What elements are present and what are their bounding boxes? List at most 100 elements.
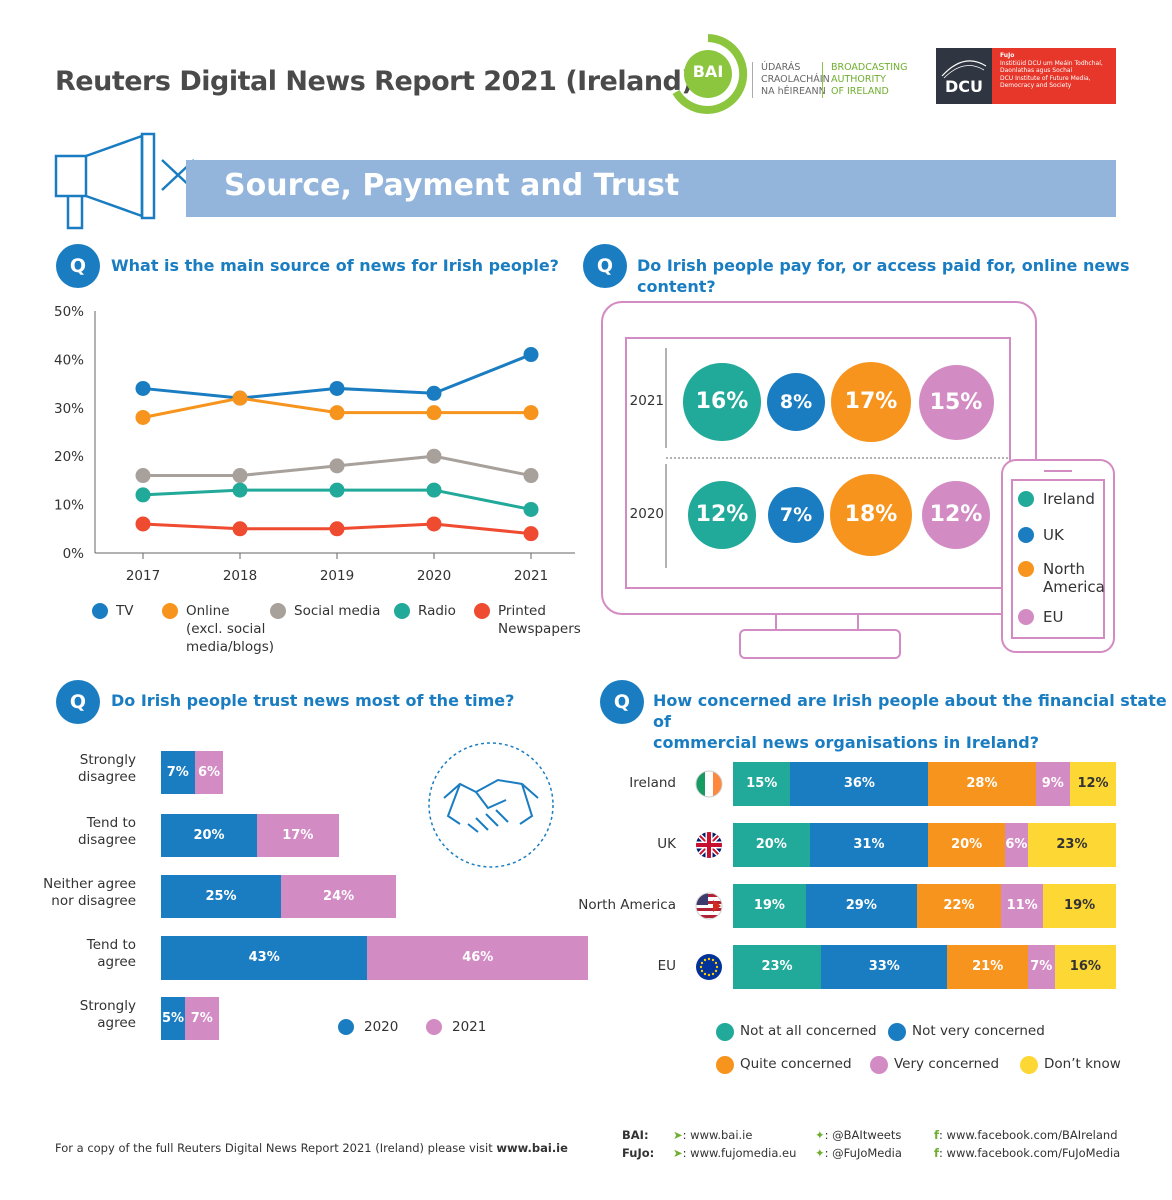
trust-category-line: agree — [97, 1015, 136, 1031]
footer-link[interactable]: www.bai.ie — [496, 1141, 568, 1155]
trust-category-line: Neither agree — [43, 876, 136, 892]
legend-label-line: Newspapers — [498, 621, 581, 637]
data-point — [135, 468, 151, 484]
finance-bar-segment: 7% — [1027, 945, 1055, 989]
trust-bar-2021: 7% — [185, 997, 219, 1040]
data-point — [232, 521, 248, 537]
trust-bar-2020: 20% — [161, 814, 257, 857]
y-tick-label: 50% — [54, 304, 84, 320]
footer-bai-label: BAI: — [622, 1128, 649, 1142]
footer-bai-facebook[interactable]: f: www.facebook.com/BAIreland — [934, 1128, 1118, 1142]
cursor-icon: ➤ — [673, 1128, 683, 1142]
footer-bai-twitter[interactable]: ✦: @BAItweets — [815, 1128, 902, 1142]
data-point — [135, 487, 151, 503]
dcu-fujo-logo: DCU FuJo Institiúid DCU um Meáin Todhcha… — [936, 48, 1116, 104]
legend-label-line: Radio — [418, 603, 456, 619]
legend-label-line: Printed — [498, 603, 546, 619]
finance-bar-chart: Ireland 15% 36% 28% 9% 12% UK 20% 31% 20% 6% 23% Nor… — [578, 755, 1140, 1005]
finance-bar-segment: 21% — [947, 945, 1028, 989]
legend-label: Printed Newspapers — [498, 602, 581, 638]
facebook-icon: f — [934, 1128, 940, 1142]
data-point — [135, 409, 151, 425]
twitter-icon: ✦ — [815, 1128, 825, 1142]
trust-category-line: Tend to — [86, 937, 136, 953]
footer-fujo-twitter[interactable]: ✦: @FuJoMedia — [815, 1146, 902, 1160]
data-point — [232, 390, 248, 406]
data-point — [426, 482, 442, 498]
q-badge-source: Q — [56, 244, 100, 288]
finance-bar-segment: 22% — [916, 884, 1002, 928]
trust-category-label: Neither agree nor disagree — [0, 876, 136, 910]
ireland-flag-icon — [695, 770, 723, 798]
footer-fujo-web[interactable]: ➤: www.fujomedia.eu — [673, 1146, 797, 1160]
trust-category-line: Tend to — [86, 815, 136, 831]
trust-category-line: disagree — [77, 832, 136, 848]
data-point — [523, 526, 539, 542]
pay-year-label: 2020 — [629, 506, 664, 522]
finance-category-label: EU — [657, 958, 676, 974]
data-point — [523, 405, 539, 421]
finance-bar-segment: 23% — [1027, 823, 1116, 867]
bai-logo: BAI — [668, 34, 748, 118]
trust-category-line: nor disagree — [51, 893, 136, 909]
trust-category-label: Strongly disagree — [0, 752, 136, 786]
footer-copy-text: For a copy of the full Reuters Digital N… — [55, 1141, 568, 1155]
legend-dot — [92, 603, 108, 619]
pay-circle-ireland: 16% — [683, 363, 761, 441]
trust-bar-chart: Strongly disagree 7% 6% Tend to disagree 20% 17… — [0, 740, 600, 1050]
finance-bar-segment: 23% — [733, 945, 822, 989]
pay-year-label: 2021 — [629, 393, 664, 409]
trust-legend-label: 2021 — [452, 1019, 487, 1035]
finance-legend-dot — [716, 1023, 734, 1041]
bai-english-name: BROADCASTING AUTHORITY OF IRELAND — [822, 62, 907, 98]
finance-bar-segment: 11% — [1001, 884, 1044, 928]
legend-dot — [270, 603, 286, 619]
pay-legend-dot — [1018, 609, 1034, 625]
finance-legend-label: Don’t know — [1044, 1056, 1121, 1072]
legend-label-line: Online — [186, 603, 230, 619]
pay-legend-label: UK — [1043, 526, 1064, 544]
finance-bar-segment: 9% — [1035, 762, 1071, 806]
pay-circle-uk: 7% — [767, 486, 825, 544]
twitter-icon: ✦ — [815, 1146, 825, 1160]
legend-label-line: Social media — [294, 603, 381, 619]
footer-bai-web[interactable]: ➤: www.bai.ie — [673, 1128, 753, 1142]
trust-bar-2021: 17% — [257, 814, 339, 857]
y-tick-label: 20% — [54, 449, 84, 465]
data-point — [523, 468, 539, 484]
finance-bar-segment: 16% — [1054, 945, 1116, 989]
finance-legend-label: Not at all concerned — [740, 1023, 877, 1039]
x-tick-label: 2020 — [417, 568, 451, 584]
data-point — [426, 385, 442, 401]
usa-flag-icon — [695, 892, 723, 920]
finance-category-label: UK — [657, 836, 676, 852]
trust-bar-2020: 5% — [161, 997, 185, 1040]
trust-legend-dot — [426, 1019, 442, 1035]
finance-category-label: Ireland — [629, 775, 676, 791]
handshake-icon — [428, 742, 554, 868]
data-point — [329, 380, 345, 396]
trust-bar-2020: 25% — [161, 875, 281, 918]
legend-label: Social media — [294, 602, 380, 620]
data-point — [426, 448, 442, 464]
pay-circle-uk: 8% — [766, 372, 826, 432]
pay-legend-dot — [1018, 527, 1034, 543]
dcu-logo-box: DCU — [936, 48, 992, 104]
footer-fujo-facebook[interactable]: f: www.facebook.com/FuJoMedia — [934, 1146, 1121, 1160]
data-point — [329, 482, 345, 498]
legend-label-line: (excl. social — [186, 621, 266, 637]
x-tick-label: 2018 — [223, 568, 257, 584]
source-line-chart: 0% 10% 20% 30% 40% 50% 2017 2018 2019 2020 2021 — [54, 304, 575, 584]
finance-category-label: North America — [578, 897, 676, 913]
trust-category-label: Tend to disagree — [0, 815, 136, 849]
finance-bar-segment: 19% — [733, 884, 806, 928]
x-tick-label: 2021 — [514, 568, 548, 584]
finance-bar-segment: 36% — [790, 762, 929, 806]
data-point — [523, 501, 539, 517]
fujo-caption: FuJo Institiúid DCU um Meáin Todhchaí, D… — [1000, 52, 1103, 89]
legend-label-line: TV — [116, 603, 134, 619]
bai-logo-text: BAI — [692, 62, 724, 81]
finance-legend-dot — [716, 1056, 734, 1074]
pay-legend-label: Ireland — [1043, 490, 1095, 508]
finance-legend-label: Not very concerned — [912, 1023, 1045, 1039]
